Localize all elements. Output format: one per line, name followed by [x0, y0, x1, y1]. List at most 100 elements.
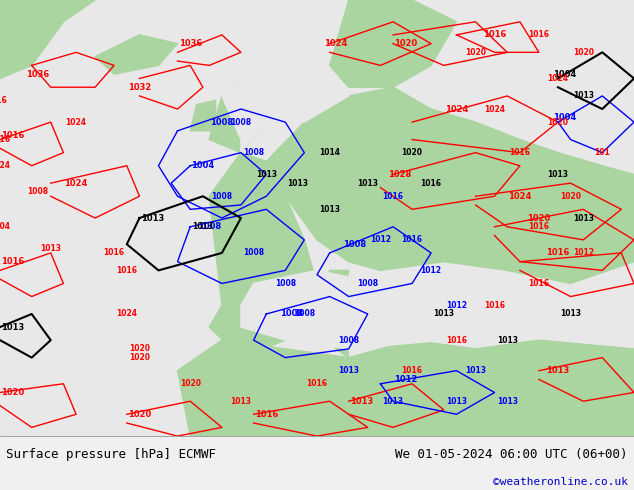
Polygon shape	[266, 87, 634, 283]
Text: 1024: 1024	[325, 39, 347, 48]
Text: 1008: 1008	[338, 336, 359, 344]
Text: 1016: 1016	[528, 30, 550, 39]
Text: 101: 101	[595, 148, 610, 157]
Text: 1020: 1020	[394, 39, 417, 48]
Text: 1016: 1016	[547, 248, 569, 257]
Text: 1020: 1020	[128, 410, 151, 419]
Text: 016: 016	[0, 96, 8, 105]
Text: 1020: 1020	[465, 48, 486, 57]
Text: 1013: 1013	[433, 310, 455, 318]
Text: 1013: 1013	[256, 170, 277, 179]
Text: 1016: 1016	[484, 301, 505, 310]
Text: 1008: 1008	[357, 279, 378, 288]
Text: 1024: 1024	[508, 192, 531, 201]
Text: 1016: 1016	[446, 336, 467, 344]
Text: 1013: 1013	[338, 366, 359, 375]
Text: 1020: 1020	[129, 353, 150, 362]
Text: 1013: 1013	[446, 397, 467, 406]
Text: 1013: 1013	[230, 397, 252, 406]
Text: 1016: 1016	[509, 148, 531, 157]
Text: We 01-05-2024 06:00 UTC (06+00): We 01-05-2024 06:00 UTC (06+00)	[395, 448, 628, 462]
Polygon shape	[222, 78, 349, 153]
Text: 1008: 1008	[280, 310, 303, 318]
Text: 1004: 1004	[0, 222, 11, 231]
Polygon shape	[190, 100, 216, 131]
Text: 1013: 1013	[573, 214, 594, 222]
Text: 1024: 1024	[445, 104, 468, 114]
Text: 1036: 1036	[179, 39, 202, 48]
Text: 1013: 1013	[547, 366, 569, 375]
Text: 1008: 1008	[243, 248, 264, 257]
Text: 1008: 1008	[275, 279, 296, 288]
Text: 1008: 1008	[210, 118, 233, 126]
Text: 1016: 1016	[382, 192, 404, 201]
Text: 1013: 1013	[350, 397, 373, 406]
Text: ©weatheronline.co.uk: ©weatheronline.co.uk	[493, 477, 628, 487]
Text: 1012: 1012	[446, 301, 467, 310]
Text: 1016: 1016	[483, 30, 506, 39]
Text: 1016: 1016	[255, 410, 278, 419]
Text: 1013: 1013	[357, 179, 378, 188]
Text: 1012: 1012	[394, 375, 417, 384]
Text: 1013: 1013	[192, 222, 214, 231]
Text: 1013: 1013	[40, 244, 61, 253]
Text: 1016: 1016	[103, 248, 125, 257]
Text: 1020: 1020	[573, 48, 594, 57]
Text: 1008: 1008	[344, 240, 366, 249]
Text: 1024: 1024	[116, 310, 138, 318]
Text: 1020: 1020	[179, 379, 201, 388]
Text: 1012: 1012	[370, 235, 391, 245]
Text: 1028: 1028	[388, 170, 411, 179]
Text: 1020: 1020	[527, 214, 550, 222]
Text: 1020: 1020	[129, 344, 150, 353]
Text: 1012: 1012	[573, 248, 594, 257]
Text: 1016: 1016	[1, 257, 24, 266]
Text: 1013: 1013	[319, 205, 340, 214]
Text: 1024: 1024	[547, 74, 569, 83]
Polygon shape	[241, 270, 539, 349]
Text: 1013: 1013	[547, 170, 569, 179]
Polygon shape	[317, 270, 349, 358]
Text: Surface pressure [hPa] ECMWF: Surface pressure [hPa] ECMWF	[6, 448, 216, 462]
Text: 1013: 1013	[496, 336, 518, 344]
Text: 1020: 1020	[547, 118, 569, 126]
Polygon shape	[209, 78, 266, 153]
Text: 1013: 1013	[560, 310, 581, 318]
Text: 1013: 1013	[1, 322, 24, 332]
Polygon shape	[330, 0, 456, 87]
Text: 1008: 1008	[243, 148, 264, 157]
Text: 1013: 1013	[496, 397, 518, 406]
Text: 1008: 1008	[230, 118, 252, 126]
Text: 1036: 1036	[27, 70, 49, 78]
Text: 1012: 1012	[420, 266, 442, 275]
Polygon shape	[209, 153, 317, 358]
Text: 1004: 1004	[553, 113, 576, 122]
Text: 1013: 1013	[465, 366, 486, 375]
Text: 1014: 1014	[319, 148, 340, 157]
Text: 1020: 1020	[401, 148, 423, 157]
Text: 1004: 1004	[553, 70, 576, 78]
Text: 1008: 1008	[294, 310, 315, 318]
Text: 1016: 1016	[306, 379, 328, 388]
Text: 1020: 1020	[1, 388, 24, 397]
Text: 1016: 1016	[116, 266, 138, 275]
Text: 1016: 1016	[528, 279, 550, 288]
Text: 1013: 1013	[141, 214, 164, 222]
Text: 1016: 1016	[401, 366, 423, 375]
Polygon shape	[0, 0, 95, 78]
Text: 1016: 1016	[1, 131, 24, 140]
Text: 1008: 1008	[27, 187, 49, 196]
Text: 1024: 1024	[484, 104, 505, 114]
Text: 1008: 1008	[211, 192, 233, 201]
Polygon shape	[178, 340, 634, 436]
Text: 1032: 1032	[128, 83, 151, 92]
Text: 1013: 1013	[287, 179, 309, 188]
Text: 1016: 1016	[420, 179, 442, 188]
Text: 1013: 1013	[573, 92, 594, 100]
Text: 1024: 1024	[65, 179, 87, 188]
Text: 1008: 1008	[198, 222, 221, 231]
Text: 1016: 1016	[401, 235, 423, 245]
Text: 1024: 1024	[65, 118, 87, 126]
Text: 1013: 1013	[382, 397, 404, 406]
Text: 1024: 1024	[0, 161, 11, 170]
